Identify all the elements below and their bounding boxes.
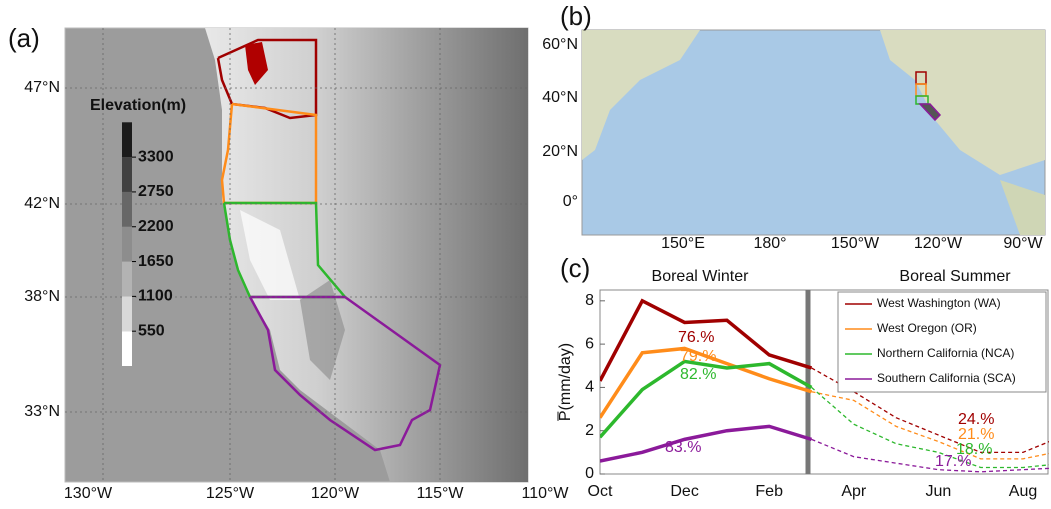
y-axis-label: P̅(mm/day) xyxy=(556,343,574,421)
annotation: 76.% xyxy=(678,329,714,346)
lat-label: 33°N xyxy=(24,403,60,420)
lon-label: 130°W xyxy=(64,485,113,502)
period-title: Boreal Winter xyxy=(652,268,750,285)
lon-label: 110°W xyxy=(521,485,569,502)
lon-label: 90°W xyxy=(1003,235,1043,252)
y-tick-label: 4 xyxy=(585,379,594,396)
series-line xyxy=(600,426,812,461)
x-tick-label: Jun xyxy=(926,483,952,500)
colorbar-label: 3300 xyxy=(138,148,174,165)
x-tick-label: Aug xyxy=(1009,483,1037,500)
x-tick-label: Feb xyxy=(755,483,783,500)
lon-label: 180° xyxy=(753,235,786,252)
lat-label: 60°N xyxy=(542,36,578,53)
colorbar-segment xyxy=(122,331,132,366)
panel-label: (c) xyxy=(560,253,590,283)
colorbar-segment xyxy=(122,296,132,331)
panel-label: (a) xyxy=(8,23,40,53)
lat-label: 40°N xyxy=(542,89,578,106)
annotation: 17.% xyxy=(935,453,971,470)
colorbar-segment xyxy=(122,122,132,157)
lat-label: 42°N xyxy=(24,195,60,212)
y-tick-label: 6 xyxy=(585,335,594,352)
lat-label: 0° xyxy=(563,193,578,210)
period-title: Boreal Summer xyxy=(899,268,1011,285)
legend-label: West Washington (WA) xyxy=(877,296,1001,310)
colorbar-label: 1650 xyxy=(138,253,174,270)
lon-label: 115°W xyxy=(416,485,464,502)
x-tick-label: Dec xyxy=(670,483,698,500)
y-tick-label: 0 xyxy=(585,465,594,482)
annotation: 79.% xyxy=(680,348,716,365)
y-tick-label: 2 xyxy=(585,422,594,439)
colorbar-segment xyxy=(122,262,132,297)
lat-label: 38°N xyxy=(24,288,60,305)
x-tick-label: Oct xyxy=(588,483,613,500)
colorbar-segment xyxy=(122,192,132,227)
annotation: 82.% xyxy=(680,366,716,383)
lon-label: 120°W xyxy=(311,485,360,502)
lat-label: 20°N xyxy=(542,143,578,160)
x-tick-label: Apr xyxy=(841,483,867,500)
colorbar-label: 1100 xyxy=(138,288,173,305)
series-line xyxy=(812,392,1051,459)
annotation: 83.% xyxy=(665,439,701,456)
lat-label: 47°N xyxy=(24,79,60,96)
y-tick-label: 8 xyxy=(585,292,594,309)
colorbar-title: Elevation(m) xyxy=(90,97,186,114)
lon-label: 150°W xyxy=(831,235,880,252)
colorbar-segment xyxy=(122,227,132,262)
colorbar-label: 2750 xyxy=(138,183,174,200)
colorbar-label: 550 xyxy=(138,322,165,339)
lon-label: 120°W xyxy=(914,235,963,252)
legend-label: Southern California (SCA) xyxy=(877,371,1016,385)
lon-label: 150°E xyxy=(661,235,705,252)
legend-label: West Oregon (OR) xyxy=(877,321,977,335)
panel-label: (b) xyxy=(560,1,592,31)
lon-label: 125°W xyxy=(206,485,255,502)
colorbar-label: 2200 xyxy=(138,218,174,235)
legend-label: Northern California (NCA) xyxy=(877,346,1014,360)
colorbar-segment xyxy=(122,157,132,192)
